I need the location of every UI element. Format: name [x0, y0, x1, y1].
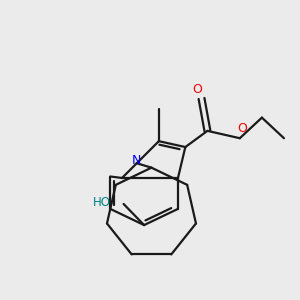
Text: O: O	[192, 83, 202, 96]
Text: HO: HO	[92, 196, 110, 209]
Text: N: N	[132, 154, 141, 167]
Text: O: O	[237, 122, 247, 135]
